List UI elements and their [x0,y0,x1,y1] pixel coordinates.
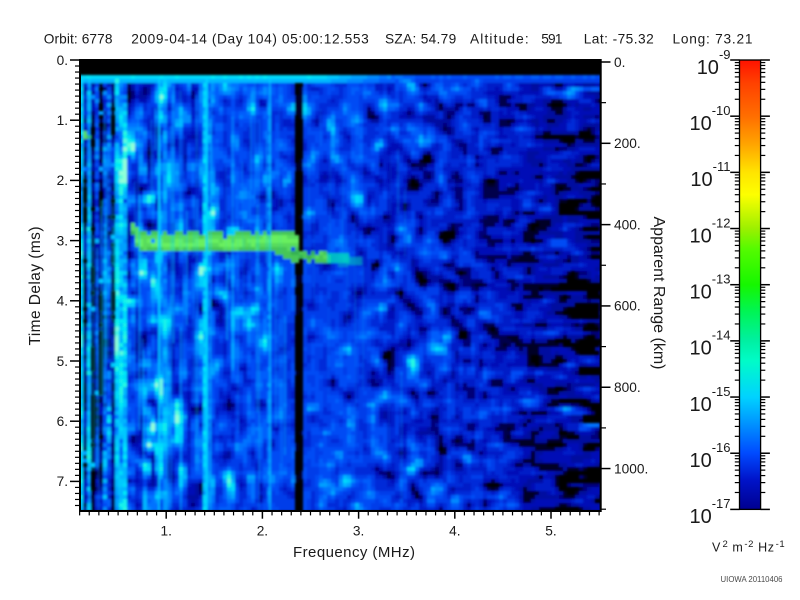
svg-text:6.: 6. [57,414,68,429]
svg-text:200.: 200. [614,136,641,151]
svg-text:2.: 2. [57,173,68,188]
svg-text:1.: 1. [57,113,68,128]
svg-text:Apparent Range (km): Apparent Range (km) [650,217,667,370]
svg-text:4.: 4. [449,524,460,539]
svg-text:3.: 3. [57,233,68,248]
svg-text:Altitude:: Altitude: [470,32,529,47]
svg-text:2009-04-14 (Day 104) 05:00:12.: 2009-04-14 (Day 104) 05:00:12.553 [131,32,369,47]
svg-text:Lat: -75.32: Lat: -75.32 [584,32,654,47]
svg-text:Orbit: 6778: Orbit: 6778 [44,32,113,47]
svg-text:5.: 5. [57,354,68,369]
svg-text:10-17: 10-17 [689,496,730,528]
svg-text:600.: 600. [614,299,641,314]
svg-text:10-15: 10-15 [689,384,730,416]
svg-text:Time Delay (ms): Time Delay (ms) [27,227,44,346]
svg-text:Long: 73.21: Long: 73.21 [673,32,753,47]
svg-text:0.: 0. [614,55,625,70]
svg-text:800.: 800. [614,380,641,395]
svg-text:7.: 7. [57,474,68,489]
svg-text:1.: 1. [160,524,171,539]
svg-text:10-11: 10-11 [690,159,730,191]
svg-text:Frequency (MHz): Frequency (MHz) [293,544,415,561]
svg-text:10-14: 10-14 [689,328,730,360]
svg-text:591: 591 [541,32,562,47]
svg-text:10-9: 10-9 [697,47,731,79]
svg-text:5.: 5. [545,524,556,539]
svg-text:V2 m-2 Hz-1: V2 m-2 Hz-1 [712,539,785,555]
svg-text:10-12: 10-12 [689,215,730,247]
svg-text:SZA: 54.79: SZA: 54.79 [385,32,456,47]
svg-text:400.: 400. [614,217,641,232]
svg-text:4.: 4. [57,294,68,309]
svg-text:1000.: 1000. [614,461,648,476]
svg-text:10-16: 10-16 [689,440,730,472]
svg-text:0.: 0. [57,53,68,68]
svg-text:2.: 2. [257,524,268,539]
svg-text:10-13: 10-13 [689,272,730,304]
svg-text:10-10: 10-10 [689,103,730,135]
svg-text:UIOWA 20110406: UIOWA 20110406 [721,575,783,584]
svg-text:3.: 3. [353,524,364,539]
